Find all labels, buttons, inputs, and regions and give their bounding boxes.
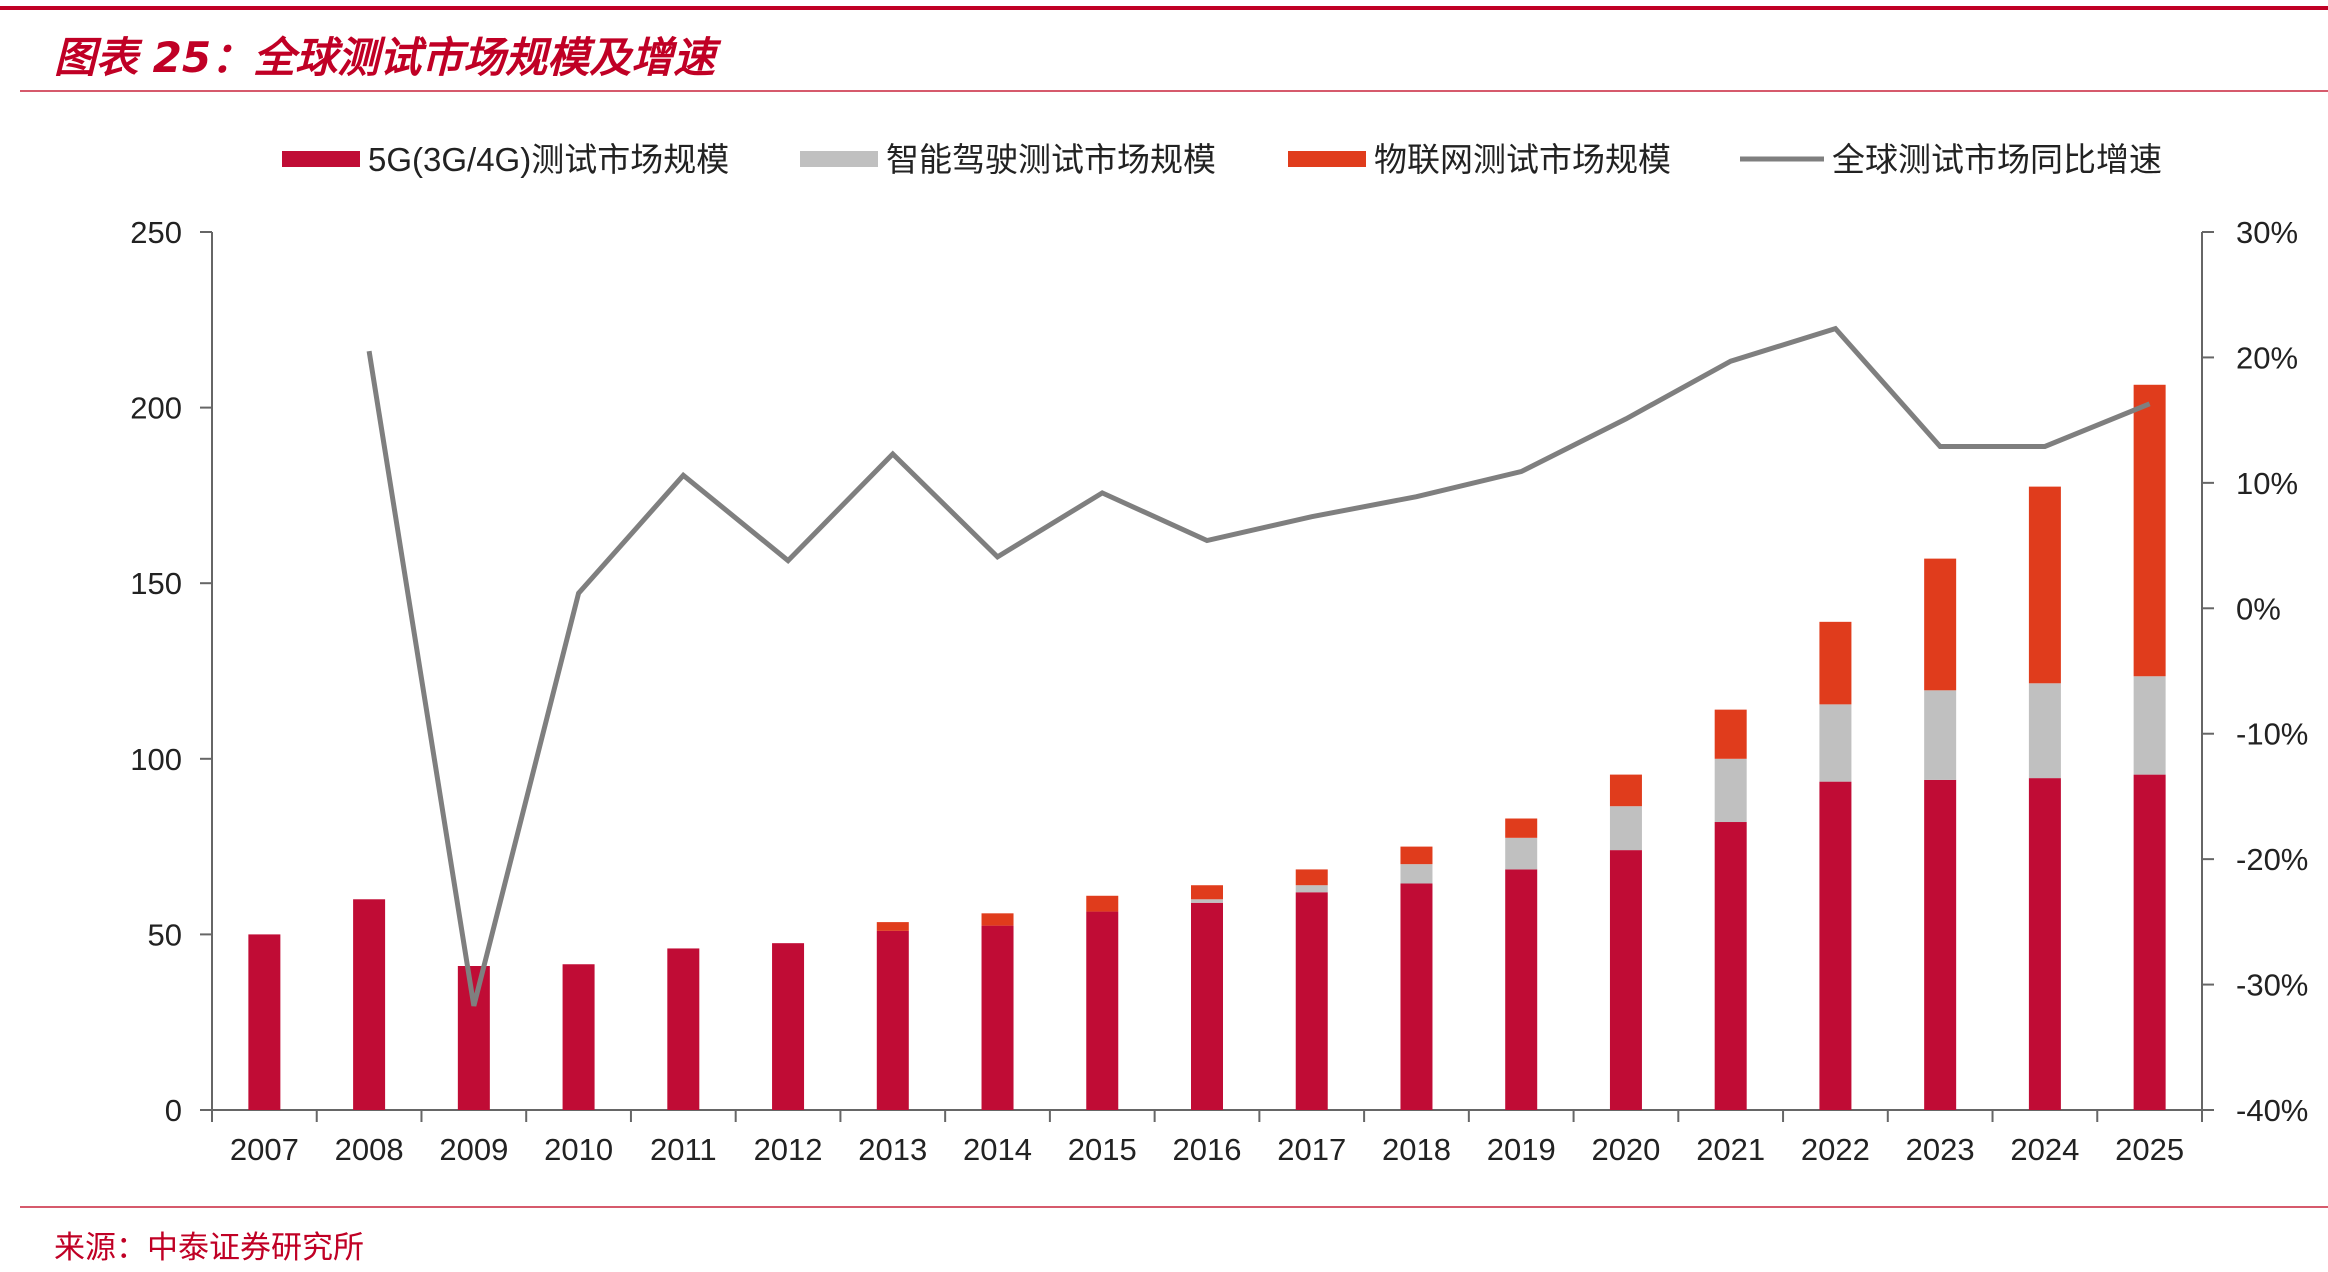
left-axis-tick-label: 100 <box>130 742 182 777</box>
bar-segment-3 <box>1086 895 1119 912</box>
bar-segment-3 <box>981 913 1014 926</box>
legend: 5G(3G/4G)测试市场规模 智能驾驶测试市场规模 物联网测试市场规模 全球测试市场… <box>282 141 2162 178</box>
bar-segment-1 <box>667 948 700 1110</box>
bar-segment-3 <box>1505 818 1538 838</box>
bar-segment-1 <box>2133 774 2166 1110</box>
legend-swatch <box>282 151 360 167</box>
bar-segment-3 <box>1924 558 1957 691</box>
x-axis-tick-label: 2014 <box>963 1132 1032 1167</box>
bar-segment-2 <box>1295 885 1328 893</box>
source-note: 来源：中泰证券研究所 <box>54 1230 364 1266</box>
x-axis-tick-label: 2021 <box>1696 1132 1765 1167</box>
bar-segment-2 <box>2028 683 2061 779</box>
x-axis-tick-label: 2024 <box>2010 1132 2079 1167</box>
axes: 0 50 100 150 200 250 -40% -30% -20% -10% 0% 10% 20% 3… <box>130 215 2308 1167</box>
x-axis-tick-label: 2022 <box>1801 1132 1870 1167</box>
bar-segment-3 <box>1714 709 1747 759</box>
bars <box>248 384 2166 1110</box>
x-axis-tick-label: 2013 <box>858 1132 927 1167</box>
bar-segment-2 <box>2133 676 2166 775</box>
bar-segment-1 <box>1819 781 1852 1110</box>
bar-segment-3 <box>1295 869 1328 886</box>
x-axis-tick-label: 2016 <box>1173 1132 1242 1167</box>
bar-segment-1 <box>1295 892 1328 1110</box>
right-axis-tick-label: -20% <box>2236 842 2308 877</box>
chart-area: 5G(3G/4G)测试市场规模 智能驾驶测试市场规模 物联网测试市场规模 全球测试市场… <box>130 141 2308 1167</box>
bar-segment-1 <box>248 934 281 1110</box>
x-axis-tick-label: 2019 <box>1487 1132 1556 1167</box>
right-axis-tick-label: -30% <box>2236 968 2308 1003</box>
bar-segment-2 <box>1505 837 1538 870</box>
bar-segment-3 <box>2028 486 2061 684</box>
right-axis-tick-label: 0% <box>2236 591 2281 626</box>
right-axis-tick-label: -10% <box>2236 717 2308 752</box>
x-axis-tick-label: 2017 <box>1277 1132 1346 1167</box>
bar-segment-1 <box>562 964 595 1110</box>
bar-segment-1 <box>2028 778 2061 1110</box>
right-axis-tick-label: 20% <box>2236 340 2298 375</box>
bar-segment-3 <box>1191 885 1223 900</box>
bar-segment-3 <box>1609 774 1642 807</box>
left-axis-tick-label: 250 <box>130 215 182 250</box>
bar-segment-1 <box>1714 822 1747 1110</box>
x-axis-tick-label: 2015 <box>1068 1132 1137 1167</box>
bar-segment-1 <box>457 966 490 1110</box>
bar-segment-1 <box>876 930 909 1110</box>
top-rule <box>0 6 2328 10</box>
left-axis-tick-label: 50 <box>148 917 182 952</box>
x-axis-tick-label: 2008 <box>335 1132 404 1167</box>
legend-label: 全球测试市场同比增速 <box>1832 141 2162 178</box>
bar-segment-2 <box>1400 864 1433 884</box>
right-axis-tick-label: -40% <box>2236 1093 2308 1128</box>
x-axis-tick-label: 2012 <box>754 1132 823 1167</box>
bar-segment-2 <box>1924 690 1957 780</box>
bar-segment-2 <box>1714 758 1747 823</box>
legend-label: 物联网测试市场规模 <box>1374 141 1671 178</box>
x-axis-tick-label: 2009 <box>439 1132 508 1167</box>
bar-segment-2 <box>1191 899 1223 903</box>
legend-swatch <box>1288 151 1366 167</box>
bottom-divider <box>20 1206 2328 1208</box>
bar-segment-1 <box>1924 779 1957 1110</box>
right-axis-tick-label: 10% <box>2236 466 2298 501</box>
legend-label: 5G(3G/4G)测试市场规模 <box>368 141 729 178</box>
chart-title: 图表 25：全球测试市场规模及增速 <box>54 33 716 82</box>
bar-segment-1 <box>1609 850 1642 1110</box>
legend-swatch <box>800 151 878 167</box>
x-axis-tick-label: 2007 <box>230 1132 299 1167</box>
x-axis-tick-label: 2018 <box>1382 1132 1451 1167</box>
bar-segment-2 <box>1819 704 1852 782</box>
bar-segment-1 <box>353 899 386 1110</box>
bar-segment-2 <box>1609 806 1642 851</box>
bar-segment-3 <box>1819 621 1852 705</box>
bar-segment-3 <box>1400 846 1433 865</box>
bar-segment-1 <box>981 925 1014 1110</box>
x-axis-tick-label: 2025 <box>2115 1132 2184 1167</box>
left-axis-tick-label: 150 <box>130 566 182 601</box>
bar-segment-1 <box>772 943 805 1110</box>
x-axis-tick-label: 2020 <box>1591 1132 1660 1167</box>
title-divider <box>20 90 2328 92</box>
x-axis-tick-label: 2023 <box>1906 1132 1975 1167</box>
x-axis-tick-label: 2010 <box>544 1132 613 1167</box>
bar-segment-1 <box>1086 911 1119 1110</box>
bar-segment-1 <box>1505 869 1538 1110</box>
bar-segment-1 <box>1191 902 1223 1110</box>
left-axis-tick-label: 0 <box>165 1093 182 1128</box>
x-axis-tick-label: 2011 <box>650 1132 717 1167</box>
bar-segment-3 <box>2133 384 2166 677</box>
bar-segment-3 <box>876 922 909 931</box>
left-axis-tick-label: 200 <box>130 391 182 426</box>
growth-line <box>366 325 2151 1007</box>
growth-line-path <box>366 325 2151 1007</box>
bar-segment-1 <box>1400 883 1433 1110</box>
right-axis-tick-label: 30% <box>2236 215 2298 250</box>
legend-label: 智能驾驶测试市场规模 <box>886 141 1216 178</box>
